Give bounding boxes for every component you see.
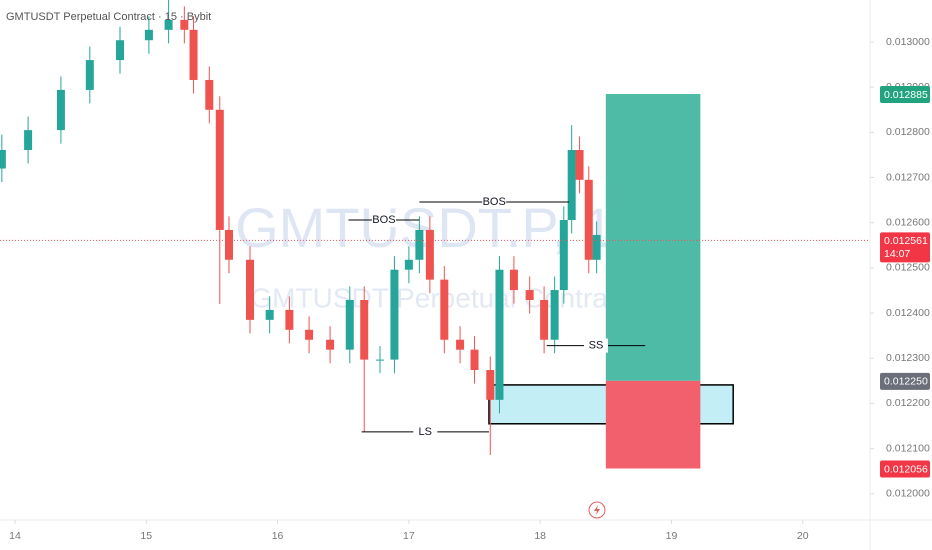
- y-tick-label: 0.012200: [886, 397, 930, 409]
- annotation-label: SS: [589, 340, 604, 352]
- candle-body: [559, 220, 568, 291]
- candle-body: [85, 60, 94, 90]
- candle-body: [215, 109, 224, 230]
- event-icon[interactable]: [588, 501, 606, 519]
- candle-body: [56, 89, 65, 131]
- candle-body: [592, 234, 601, 260]
- x-tick-label: 19: [666, 530, 678, 542]
- candle-body: [0, 149, 6, 169]
- x-tick-label: 17: [403, 530, 415, 542]
- price-tag: [880, 85, 930, 103]
- y-tick-label: 0.012700: [886, 171, 930, 183]
- annotation-bg: [583, 338, 608, 353]
- price-tag: [880, 232, 930, 263]
- plot: BOS BOS LS SS: [0, 0, 870, 469]
- price-tag: [880, 372, 930, 390]
- annotation-label: LS: [419, 426, 432, 438]
- candle-body: [575, 149, 584, 180]
- x-tick-label: 14: [9, 530, 21, 542]
- candle-body: [456, 339, 465, 350]
- candle-body: [540, 299, 549, 340]
- candle-body: [205, 79, 214, 110]
- profit-zone: [605, 93, 701, 381]
- candle-body: [404, 259, 413, 270]
- candle-body: [285, 309, 294, 330]
- axes: 0.012000 0.012100 0.012200 0.012300 0.012400…: [9, 36, 930, 542]
- candle-body: [550, 290, 559, 340]
- candle-body: [425, 229, 434, 280]
- candle-body: [164, 19, 173, 30]
- annotation-bg: [371, 213, 396, 228]
- price-tag-label: 0.012250: [884, 376, 928, 388]
- annotation-label: BOS: [483, 196, 506, 208]
- candle-body: [525, 290, 534, 300]
- candle-body: [375, 359, 384, 361]
- candle-body: [224, 229, 233, 260]
- y-tick-label: 0.012000: [886, 488, 930, 500]
- y-tick-label: 0.012100: [886, 442, 930, 454]
- x-tick-label: 16: [272, 530, 284, 542]
- watermark-subtitle: GMTUSDT Perpetual Contract: [250, 282, 629, 313]
- candle-body: [305, 329, 314, 340]
- candle-body: [326, 339, 335, 350]
- candle-body: [440, 279, 449, 340]
- candle-body: [116, 40, 125, 61]
- candle-body: [509, 269, 518, 291]
- loss-zone: [605, 380, 701, 469]
- x-tick-label: 15: [140, 530, 152, 542]
- candle-body: [486, 370, 495, 400]
- annotation-bg: [482, 194, 507, 209]
- candle-body: [265, 309, 274, 320]
- x-tick-label: 20: [797, 530, 809, 542]
- price-tag-label: 0.012561: [884, 235, 928, 247]
- annotation-bg: [413, 424, 438, 439]
- annotation-label: BOS: [372, 214, 395, 226]
- candle-body: [567, 149, 576, 221]
- candle-body: [390, 269, 399, 360]
- candle-body: [24, 130, 33, 150]
- y-tick-label: 0.012800: [886, 126, 930, 138]
- watermark: GMTUSDT.P, 15 GMTUSDT Perpetual Contract: [235, 196, 645, 314]
- candle-body: [415, 229, 424, 260]
- candle-body: [144, 29, 153, 41]
- y-tick-label: 0.013000: [886, 36, 930, 48]
- candle-body: [189, 29, 198, 80]
- y-tick-label: 0.012400: [886, 307, 930, 319]
- y-tick-label: 0.012500: [886, 262, 930, 274]
- watermark-symbol: GMTUSDT.P, 15: [235, 196, 645, 259]
- y-tick-label: 0.012300: [886, 352, 930, 364]
- price-tag: [880, 460, 930, 478]
- candle-body: [345, 299, 354, 350]
- candle-body: [470, 349, 479, 371]
- chart-title: GMTUSDT Perpetual Contract · 15 · Bybit: [6, 11, 211, 23]
- candle-body: [360, 299, 369, 360]
- price-tag-label: 0.012056: [884, 463, 928, 475]
- candle-body: [495, 269, 504, 400]
- candle-body: [584, 179, 593, 260]
- x-tick-label: 18: [534, 530, 546, 542]
- y-tick-label: 0.012600: [886, 217, 930, 229]
- candle-body: [180, 19, 189, 30]
- price-tag-label: 14:07: [884, 248, 910, 260]
- candle-body: [245, 259, 254, 320]
- price-tag-label: 0.012885: [884, 89, 928, 101]
